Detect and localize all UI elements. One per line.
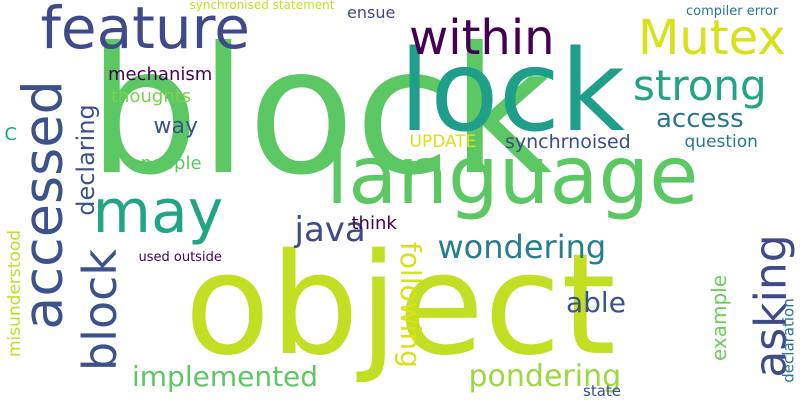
word-declaring: declaring <box>71 104 100 216</box>
word-wondering: wondering <box>437 228 607 266</box>
word-declaration: declaration <box>779 297 798 383</box>
word-state: state <box>583 381 621 400</box>
word-people: people <box>140 153 202 174</box>
word-synchronised-statement: synchronised statement <box>189 0 335 12</box>
word-may: may <box>92 177 224 247</box>
word-mechanism: mechanism <box>108 64 213 85</box>
word-feature: feature <box>40 0 250 62</box>
word-able: able <box>566 286 626 319</box>
word-block-large: block <box>88 10 553 214</box>
word-within: within <box>409 10 555 66</box>
word-mutex: Mutex <box>638 10 786 66</box>
word-used-outside: used outside <box>138 249 222 265</box>
word-synchrnoised: synchrnoised <box>505 130 631 153</box>
word-way: way <box>153 114 199 139</box>
word-lock: lock <box>399 27 626 157</box>
word-question: question <box>684 131 758 152</box>
word-c: C <box>4 124 18 145</box>
word-access: access <box>656 104 744 134</box>
word-pondering: pondering <box>468 359 622 394</box>
word-following: following <box>393 242 427 368</box>
word-think: think <box>351 213 397 234</box>
word-thoughts: thoughts <box>111 86 192 107</box>
word-update: UPDATE <box>409 131 477 152</box>
word-ensue: ensue <box>347 3 396 22</box>
word-misunderstood: misunderstood <box>4 229 25 357</box>
word-strong: strong <box>633 61 767 110</box>
word-compiler-error: compiler error <box>686 3 779 19</box>
word-language: language <box>326 129 699 222</box>
word-implemented: implemented <box>132 360 319 393</box>
word-object: object <box>184 224 616 387</box>
word-example: example <box>707 274 732 362</box>
word-java: java <box>294 210 366 250</box>
word-block-small: block <box>73 248 128 372</box>
